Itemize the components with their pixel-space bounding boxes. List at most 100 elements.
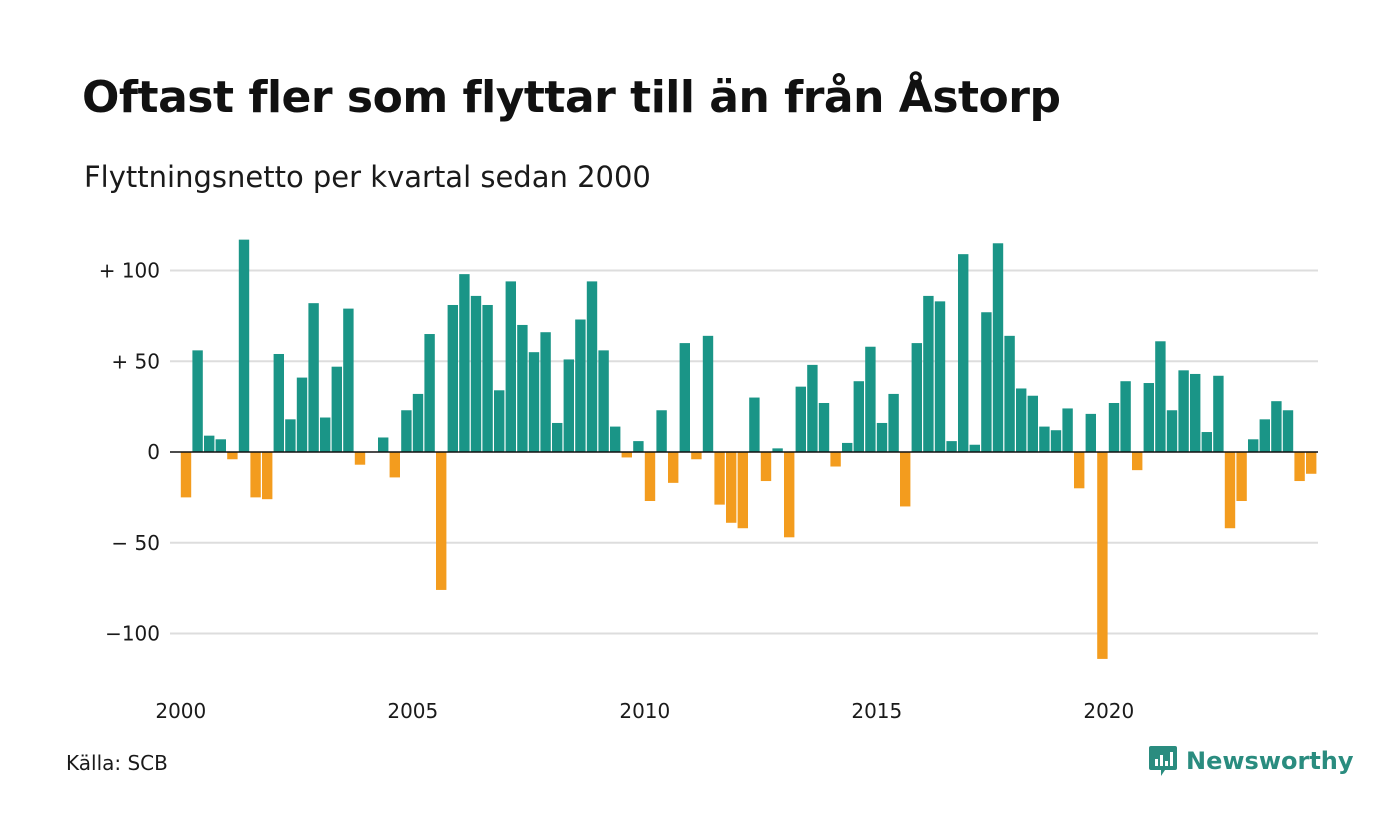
bar [1004, 335, 1015, 452]
bar [691, 452, 702, 460]
bar [969, 444, 980, 452]
bar [1143, 383, 1154, 452]
y-tick-label: −100 [105, 622, 160, 646]
bar [1166, 410, 1178, 452]
bar [1050, 430, 1062, 452]
bar [180, 452, 192, 498]
bar [679, 343, 690, 452]
bar [354, 452, 366, 465]
bar [412, 393, 424, 452]
chart-title: Oftast fler som flyttar till än från Åst… [82, 72, 1061, 123]
bar [238, 239, 250, 452]
bar [215, 439, 226, 452]
bar [1085, 413, 1096, 452]
bar [737, 452, 748, 529]
bar [1271, 401, 1282, 452]
bar [598, 350, 609, 452]
bar [1074, 452, 1085, 489]
y-axis-labels: + 100 + 50 0 − 50 −100 [99, 259, 160, 646]
x-axis-labels: 2000 2005 2010 2015 2020 [155, 699, 1134, 723]
bar [308, 303, 319, 452]
bar [1294, 452, 1305, 482]
bar [1016, 388, 1027, 452]
bar [389, 452, 400, 478]
bar [563, 359, 574, 452]
brand-name: Newsworthy [1186, 747, 1354, 775]
bar [517, 324, 528, 452]
bar [343, 308, 354, 452]
bar [876, 422, 888, 452]
bar [494, 390, 505, 452]
newsworthy-logo-icon [1149, 746, 1177, 776]
bar [1120, 381, 1131, 452]
bar [1306, 452, 1317, 474]
bar [772, 448, 783, 452]
bar [714, 452, 725, 505]
x-tick-label: 2010 [619, 699, 670, 723]
x-tick-label: 2020 [1083, 699, 1134, 723]
bar [1190, 373, 1201, 452]
bar [1201, 432, 1212, 452]
bar [900, 452, 911, 507]
bar [250, 452, 261, 498]
bar [1236, 452, 1247, 502]
bar [459, 274, 470, 452]
bar [726, 452, 737, 523]
bar [540, 332, 551, 452]
bar [528, 352, 540, 452]
bar [702, 335, 714, 452]
bar [760, 452, 772, 482]
bar [784, 452, 795, 538]
bar [401, 410, 412, 452]
bar [633, 441, 644, 452]
bar [668, 452, 679, 483]
y-tick-label: − 50 [111, 531, 160, 555]
bar [865, 346, 876, 452]
bar [644, 452, 656, 502]
source-note: Källa: SCB [66, 751, 168, 775]
bar [818, 402, 830, 452]
bar [923, 295, 934, 452]
bar [807, 364, 818, 452]
bar [656, 410, 667, 452]
bar [192, 350, 203, 452]
bar [888, 393, 899, 452]
bar [482, 304, 493, 452]
bar [505, 281, 516, 452]
bar [1155, 341, 1166, 452]
bar [575, 319, 586, 452]
bar [1097, 452, 1108, 659]
bar [273, 353, 284, 452]
bar [447, 304, 458, 452]
bar [262, 452, 273, 500]
bar [1039, 426, 1050, 452]
bar [610, 426, 621, 452]
brand-logo: Newsworthy [1148, 744, 1354, 778]
bar [842, 442, 853, 452]
bar [1213, 375, 1224, 452]
x-tick-label: 2000 [155, 699, 206, 723]
chart-subtitle: Flyttningsnetto per kvartal sedan 2000 [84, 160, 651, 194]
bar [958, 254, 969, 452]
bar [378, 437, 389, 452]
bar [285, 419, 296, 452]
bars [180, 239, 1317, 659]
bar [331, 366, 342, 452]
bar [946, 441, 957, 452]
bar [1224, 452, 1236, 529]
y-tick-label: + 100 [99, 259, 160, 283]
bar [981, 312, 992, 452]
y-tick-label: 0 [147, 440, 160, 464]
grid-lines [170, 269, 1318, 635]
bar [934, 301, 946, 452]
y-tick-label: + 50 [111, 349, 160, 373]
bar [320, 417, 331, 452]
bar [1259, 419, 1270, 452]
bar [204, 435, 215, 452]
bar [795, 386, 806, 452]
bar [1062, 408, 1073, 452]
x-tick-label: 2015 [851, 699, 902, 723]
bar [1108, 402, 1120, 452]
bar [1027, 395, 1038, 452]
